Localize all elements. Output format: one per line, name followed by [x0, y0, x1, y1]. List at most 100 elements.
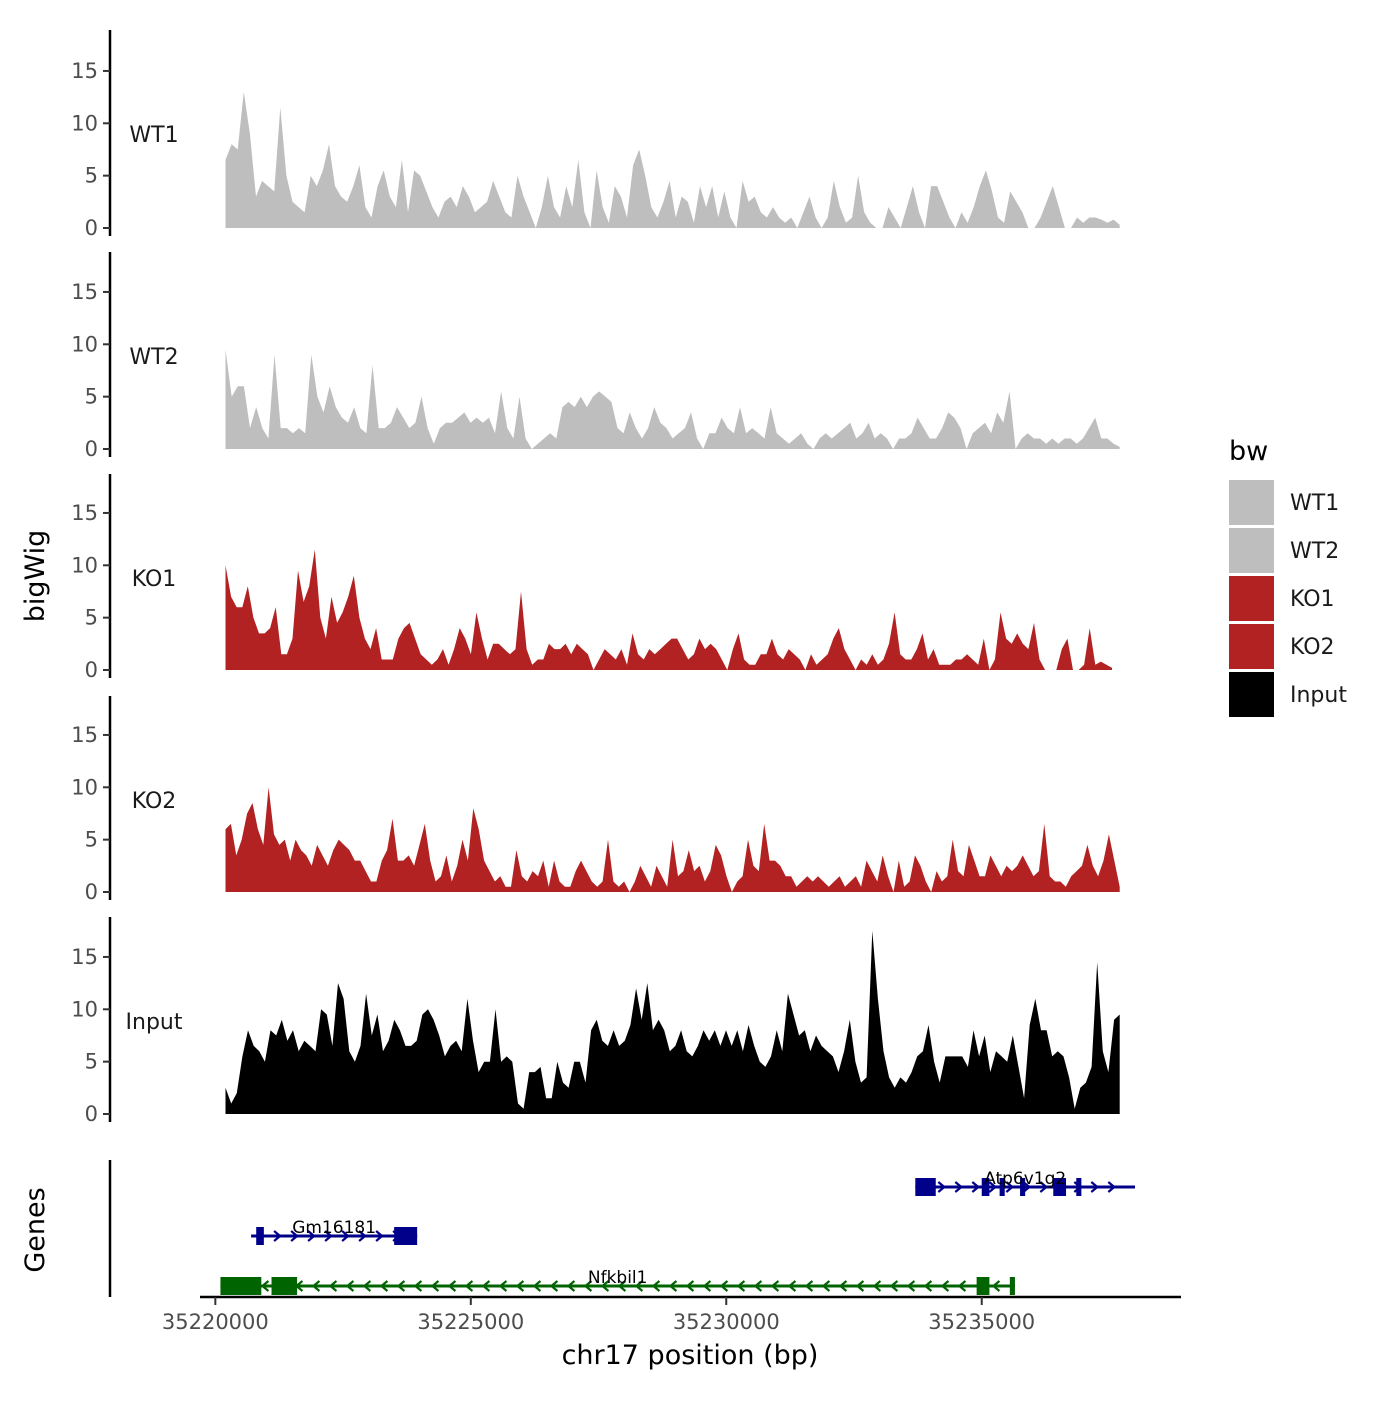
- strand-arrow: [464, 1280, 474, 1292]
- gene-track: Atp6v1g2 Gm16181 Nfkbil1: [108, 1160, 1136, 1297]
- strand-arrow: [1022, 1181, 1032, 1193]
- strand-arrow: [906, 1280, 916, 1292]
- y-tick-label-ko1-10: 10: [71, 553, 98, 577]
- strand-arrow: [787, 1280, 797, 1292]
- strand-arrow: [481, 1280, 491, 1292]
- y-tick-label-input-10: 10: [71, 997, 98, 1021]
- strand-arrow: [971, 1181, 981, 1193]
- legend-key-input: [1229, 672, 1274, 717]
- strand-arrow: [753, 1280, 763, 1292]
- x-tick-label-35230000: 35230000: [673, 1310, 780, 1334]
- exon-atp6v1g2-2: [999, 1178, 1005, 1196]
- strand-arrow: [260, 1280, 270, 1292]
- strand-arrow: [617, 1280, 627, 1292]
- y-tick-label-input-5: 5: [85, 1050, 98, 1074]
- x-axis-title: chr17 position (bp): [562, 1340, 819, 1371]
- strand-arrow: [988, 1181, 998, 1193]
- strand-arrow: [702, 1280, 712, 1292]
- exon-gm16181-1: [394, 1227, 418, 1245]
- strand-arrow: [685, 1280, 695, 1292]
- coverage-area-ko1: [225, 549, 1112, 670]
- legend-label-wt1: WT1: [1290, 491, 1339, 516]
- legend-title: bw: [1229, 436, 1268, 467]
- legend-key-ko1: [1229, 576, 1274, 621]
- x-axis: 35220000 35225000 35230000 35235000: [162, 1295, 1181, 1334]
- y-tick-label-ko1-5: 5: [85, 606, 98, 630]
- strand-arrow: [872, 1280, 882, 1292]
- x-tick-label-35235000: 35235000: [928, 1310, 1035, 1334]
- legend-label-wt2: WT2: [1290, 539, 1339, 564]
- strand-arrow: [719, 1280, 729, 1292]
- y-tick-label-wt1-5: 5: [85, 164, 98, 188]
- track-label-ko1: KO1: [132, 567, 177, 592]
- strand-arrow: [991, 1280, 1001, 1292]
- strand-arrow: [600, 1280, 610, 1292]
- strand-arrow: [804, 1280, 814, 1292]
- track-wt2: 0 5 10 15 WT2: [71, 252, 1120, 461]
- strand-arrow: [396, 1280, 406, 1292]
- strand-arrow: [923, 1280, 933, 1292]
- strand-arrow: [566, 1280, 576, 1292]
- track-label-wt1: WT1: [129, 123, 178, 148]
- coverage-area-wt1: [225, 91, 1120, 229]
- genes-axis-title: Genes: [20, 1187, 51, 1272]
- legend: bw WT1 WT2 KO1 KO2 Input: [1229, 436, 1347, 717]
- coverage-area-input: [225, 930, 1120, 1114]
- exon-atp6v1g2-1: [981, 1178, 990, 1196]
- track-ko2: 0 5 10 15 KO2: [71, 696, 1120, 904]
- legend-label-ko2: KO2: [1290, 635, 1335, 660]
- track-label-ko2: KO2: [132, 789, 177, 814]
- strand-arrow: [651, 1280, 661, 1292]
- strand-arrow: [515, 1280, 525, 1292]
- exon-atp6v1g2-0: [915, 1178, 936, 1196]
- x-tick-label-35220000: 35220000: [162, 1310, 269, 1334]
- y-tick-label-ko2-5: 5: [85, 828, 98, 852]
- strand-arrow: [954, 1181, 964, 1193]
- coverage-area-wt2: [225, 349, 1120, 449]
- coverage-area-ko2: [225, 787, 1120, 892]
- y-tick-label-input-0: 0: [85, 1102, 98, 1126]
- legend-label-ko1: KO1: [1290, 587, 1335, 612]
- strand-arrow: [957, 1280, 967, 1292]
- exon-nfkbil1-3: [1009, 1277, 1015, 1295]
- strand-arrow: [430, 1280, 440, 1292]
- strand-arrow: [736, 1280, 746, 1292]
- gene-label-atp6v1g2: Atp6v1g2: [984, 1169, 1066, 1189]
- legend-key-ko2: [1229, 624, 1274, 669]
- y-tick-label-ko2-10: 10: [71, 775, 98, 799]
- strand-arrow: [1107, 1181, 1117, 1193]
- strand-arrow: [549, 1280, 559, 1292]
- strand-arrow: [290, 1230, 299, 1242]
- y-tick-label-ko1-15: 15: [71, 501, 98, 525]
- strand-arrow: [838, 1280, 848, 1292]
- strand-arrow: [1005, 1181, 1015, 1193]
- exon-nfkbil1-0: [220, 1277, 262, 1295]
- y-tick-label-wt1-0: 0: [85, 216, 98, 240]
- y-tick-label-ko2-0: 0: [85, 880, 98, 904]
- track-label-wt2: WT2: [129, 345, 178, 370]
- legend-key-wt1: [1229, 480, 1274, 525]
- strand-arrow: [889, 1280, 899, 1292]
- strand-arrow: [328, 1280, 338, 1292]
- gene-label-nfkbil1: Nfkbil1: [588, 1268, 648, 1288]
- strand-arrow: [583, 1280, 593, 1292]
- gene-nfkbil1: Nfkbil1: [220, 1268, 1015, 1295]
- strand-arrow: [940, 1280, 950, 1292]
- strand-arrow: [413, 1280, 423, 1292]
- strand-arrow: [532, 1280, 542, 1292]
- gene-atp6v1g2: Atp6v1g2: [915, 1169, 1136, 1196]
- exon-nfkbil1-2: [976, 1277, 990, 1295]
- strand-arrow: [1090, 1181, 1100, 1193]
- strand-arrow: [307, 1230, 316, 1242]
- y-tick-label-ko1-0: 0: [85, 658, 98, 682]
- track-wt1: 0 5 10 15 WT1: [71, 30, 1120, 240]
- exon-atp6v1g2-4: [1053, 1178, 1067, 1196]
- coverage-tracks: 0 5 10 15 WT1 0 5 10 15 WT2 0 5 10 15 KO1 0 5 10 15 KO2 0 5 10…: [71, 30, 1120, 1126]
- y-tick-label-wt2-10: 10: [71, 332, 98, 356]
- strand-arrow: [668, 1280, 678, 1292]
- y-tick-label-wt2-15: 15: [71, 280, 98, 304]
- strand-arrow: [1039, 1181, 1049, 1193]
- strand-arrow: [821, 1280, 831, 1292]
